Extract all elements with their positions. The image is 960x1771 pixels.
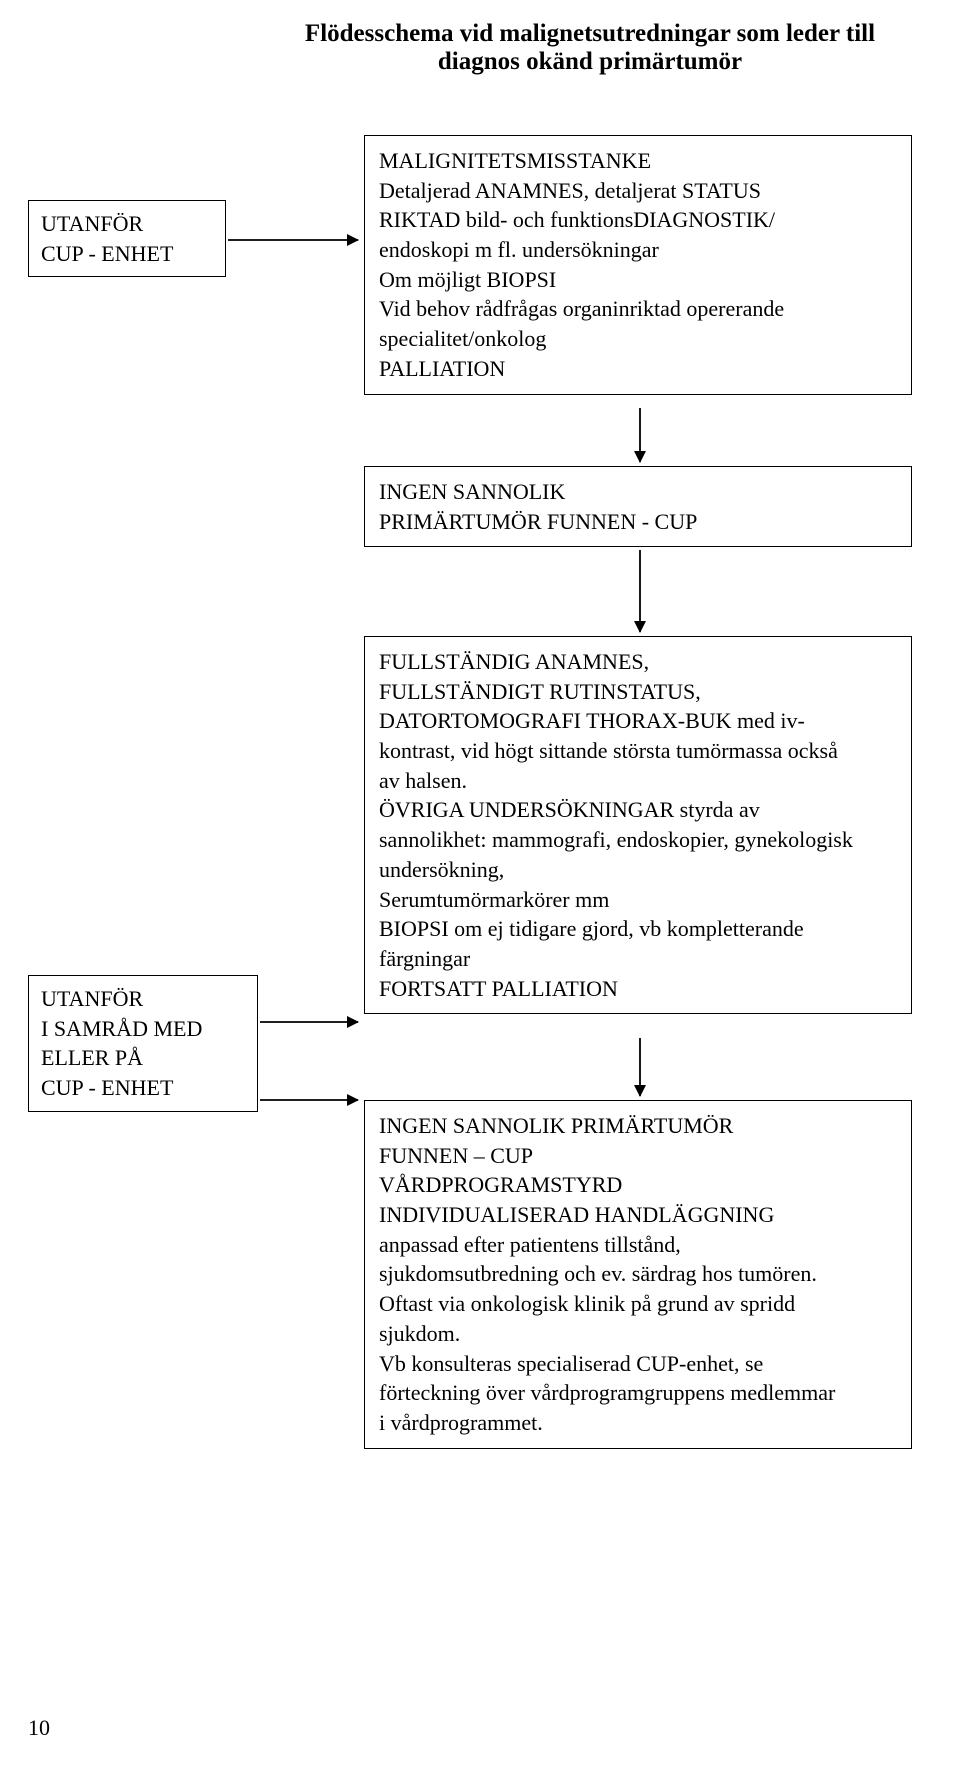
text-line: CUP - ENHET (41, 1075, 173, 1100)
text-line: UTANFÖR (41, 986, 143, 1011)
text-line: INGEN SANNOLIK PRIMÄRTUMÖR (379, 1113, 733, 1138)
text-line: MALIGNITETSMISSTANKE (379, 148, 651, 173)
flowchart-canvas: Flödesschema vid malignetsutredningar so… (0, 0, 960, 1771)
text-line: BIOPSI om ej tidigare gjord, vb komplett… (379, 916, 804, 941)
node-fullstandig-anamnes: FULLSTÄNDIG ANAMNES, FULLSTÄNDIGT RUTINS… (364, 636, 912, 1014)
text-line: Om möjligt BIOPSI (379, 267, 556, 292)
text-line: sjukdomsutbredning och ev. särdrag hos t… (379, 1261, 817, 1286)
text-line: av halsen. (379, 768, 467, 793)
text-line: i vårdprogrammet. (379, 1410, 543, 1435)
text-line: Serumtumörmarkörer mm (379, 887, 609, 912)
text-line: sannolikhet: mammografi, endoskopier, gy… (379, 827, 853, 852)
node-ingen-sannolik-cup: INGEN SANNOLIK PRIMÄRTUMÖR FUNNEN - CUP (364, 466, 912, 547)
text-line: kontrast, vid högt sittande största tumö… (379, 738, 838, 763)
text-line: Detaljerad ANAMNES, detaljerat STATUS (379, 178, 761, 203)
text-line: endoskopi m fl. undersökningar (379, 237, 659, 262)
page-title: Flödesschema vid malignetsutredningar so… (270, 20, 910, 76)
text-line: FORTSATT PALLIATION (379, 976, 618, 1001)
text-line: CUP - ENHET (41, 241, 173, 266)
title-line-1: Flödesschema vid malignetsutredningar so… (305, 20, 875, 47)
node-vardprogramstyrd: INGEN SANNOLIK PRIMÄRTUMÖR FUNNEN – CUP … (364, 1100, 912, 1449)
text-line: FUNNEN – CUP (379, 1143, 533, 1168)
text-line: specialitet/onkolog (379, 326, 546, 351)
node-utanfor-samrad-cup-enhet: UTANFÖR I SAMRÅD MED ELLER PÅ CUP - ENHE… (28, 975, 258, 1112)
text-line: undersökning, (379, 857, 504, 882)
text-line: INGEN SANNOLIK (379, 479, 565, 504)
text-line: I SAMRÅD MED (41, 1016, 202, 1041)
text-line: PRIMÄRTUMÖR FUNNEN - CUP (379, 509, 697, 534)
text-line: ÖVRIGA UNDERSÖKNINGAR styrda av (379, 797, 760, 822)
text-line: ELLER PÅ (41, 1045, 143, 1070)
text-line: färgningar (379, 946, 470, 971)
text-line: sjukdom. (379, 1321, 460, 1346)
text-line: FULLSTÄNDIGT RUTINSTATUS, (379, 679, 701, 704)
text-line: DATORTOMOGRAFI THORAX-BUK med iv- (379, 708, 805, 733)
text-line: UTANFÖR (41, 211, 143, 236)
text-line: Oftast via onkologisk klinik på grund av… (379, 1291, 795, 1316)
text-line: Vid behov rådfrågas organinriktad operer… (379, 296, 784, 321)
text-line: anpassad efter patientens tillstånd, (379, 1232, 681, 1257)
text-line: förteckning över vårdprogramgruppens med… (379, 1380, 835, 1405)
node-malignitetsmisstanke: MALIGNITETSMISSTANKE Detaljerad ANAMNES,… (364, 135, 912, 395)
text-line: FULLSTÄNDIG ANAMNES, (379, 649, 649, 674)
title-line-2: diagnos okänd primärtumör (438, 48, 742, 75)
page-number: 10 (28, 1715, 50, 1741)
text-line: RIKTAD bild- och funktionsDIAGNOSTIK/ (379, 207, 775, 232)
text-line: Vb konsulteras specialiserad CUP-enhet, … (379, 1351, 763, 1376)
node-utanfor-cup-enhet-top: UTANFÖR CUP - ENHET (28, 200, 226, 277)
text-line: VÅRDPROGRAMSTYRD (379, 1172, 622, 1197)
text-line: PALLIATION (379, 356, 505, 381)
text-line: INDIVIDUALISERAD HANDLÄGGNING (379, 1202, 774, 1227)
